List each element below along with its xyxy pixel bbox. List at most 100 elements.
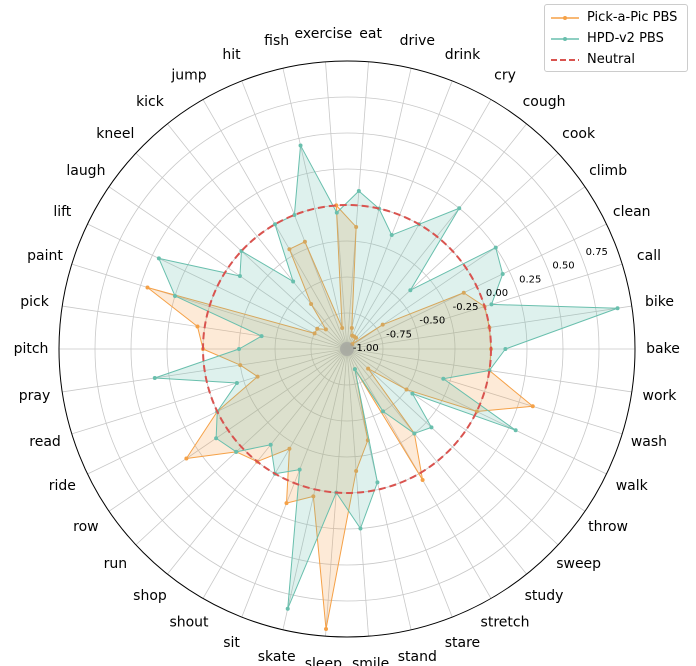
point-0-kneel (323, 327, 328, 332)
point-1-pray (152, 375, 157, 380)
point-1-call (489, 302, 494, 307)
point-1-bake (503, 347, 508, 351)
neutral-layer (202, 204, 492, 494)
category-label-throw: throw (588, 519, 628, 535)
tick-label-4: 0.00 (486, 288, 508, 299)
point-1-wash (441, 376, 446, 381)
point-0-kick (309, 301, 314, 306)
point-0-paint (145, 285, 150, 290)
category-label-skate: skate (258, 649, 296, 665)
point-1-cough (457, 206, 462, 211)
point-0-climb (380, 322, 385, 327)
category-labels: bake bike call clean climb cook cough cry drinkd… (14, 26, 680, 666)
category-label-ride: ride (49, 478, 76, 494)
point-0-read (255, 374, 260, 379)
point-0-throw (404, 387, 409, 392)
point-0-sit (284, 501, 289, 506)
category-label-study: study (525, 588, 564, 604)
series-area-1 (154, 144, 619, 610)
category-label-bake: bake (646, 341, 680, 357)
series-1 (152, 143, 620, 611)
point-1-eat (356, 189, 361, 194)
category-label-cry: cry (494, 67, 516, 83)
outer-frame (58, 60, 636, 638)
category-label-pitch: pitch (14, 341, 49, 357)
category-label-sweep: sweep (556, 556, 601, 572)
point-1-pick (259, 334, 264, 339)
point-0-lift (312, 331, 317, 336)
tick-label-5: 0.25 (519, 274, 541, 285)
tick-label-1: -0.75 (386, 329, 412, 340)
series-layer (145, 143, 620, 632)
legend-label-hpd-v2: HPD-v2 PBS (587, 31, 664, 46)
category-label-bike: bike (645, 294, 674, 310)
category-label-sleep: sleep (305, 656, 342, 666)
point-1-stretch (381, 409, 385, 414)
point-0-drive (349, 325, 354, 330)
point-1-clean (500, 272, 505, 277)
point-1-paint (173, 293, 177, 298)
category-label-jump: jump (170, 67, 206, 83)
tick-label-2: -0.50 (419, 316, 445, 327)
point-1-climb (493, 245, 498, 250)
legend-label-neutral: Neutral (587, 52, 635, 67)
category-label-row: row (73, 519, 98, 535)
legend-marker-neutral (551, 58, 579, 61)
category-label-drink: drink (445, 47, 481, 63)
category-label-stand: stand (398, 649, 437, 665)
category-label-climb: climb (589, 163, 627, 179)
point-1-pitch (237, 347, 241, 351)
point-1-skate (285, 606, 290, 611)
point-1-drink (389, 233, 394, 238)
category-label-shout: shout (169, 615, 209, 631)
grid-ring-6 (130, 132, 564, 566)
category-label-run: run (104, 556, 128, 572)
category-label-pick: pick (20, 294, 49, 310)
category-label-cook: cook (562, 126, 596, 142)
category-label-paint: paint (27, 248, 63, 264)
point-1-sweep (429, 425, 434, 430)
point-0-skate (311, 494, 316, 499)
point-1-jump (273, 222, 277, 227)
point-0-fish (340, 325, 345, 330)
point-1-shop (268, 442, 273, 447)
point-1-stare (352, 367, 357, 372)
radial-tick-labels: -1.00 -0.75 -0.50 -0.25 0.00 0.25 0.50 0.75 (353, 247, 608, 354)
grid-ring-7 (94, 96, 600, 602)
category-label-eat: eat (359, 26, 382, 42)
category-label-wash: wash (631, 434, 667, 450)
category-label-lift: lift (53, 204, 71, 220)
category-label-sit: sit (223, 635, 240, 651)
point-1-smile (358, 526, 363, 531)
point-1-kick (291, 279, 296, 284)
point-1-laugh (237, 273, 242, 278)
point-0-drink (350, 333, 355, 338)
category-label-drive: drive (400, 33, 435, 49)
legend-marker-pick-a-pic (551, 15, 579, 20)
category-label-exercise: exercise (294, 26, 352, 42)
category-label-shop: shop (133, 588, 167, 604)
category-label-call: call (637, 248, 661, 264)
point-1-bike (615, 306, 620, 311)
point-0-laugh (315, 326, 320, 331)
grid-ring-5 (166, 168, 528, 530)
category-label-kneel: kneel (96, 126, 134, 142)
point-1-hit (292, 212, 297, 217)
point-0-pray (238, 363, 243, 368)
point-1-row (214, 436, 219, 441)
category-label-laugh: laugh (66, 163, 105, 179)
legend-marker-hpd-v2 (551, 36, 579, 41)
legend-item-neutral: Neutral (551, 49, 681, 70)
category-label-hit: hit (222, 47, 241, 63)
point-1-exercise (334, 210, 339, 215)
center-hub (340, 342, 354, 356)
grid-ring-1 (310, 312, 384, 386)
category-label-walk: walk (616, 478, 649, 494)
tick-label-3: -0.25 (453, 302, 479, 313)
point-0-smile (354, 469, 359, 474)
category-label-clean: clean (613, 204, 651, 220)
category-label-pray: pray (19, 388, 51, 404)
point-0-eat (354, 224, 359, 229)
category-label-read: read (29, 434, 61, 450)
